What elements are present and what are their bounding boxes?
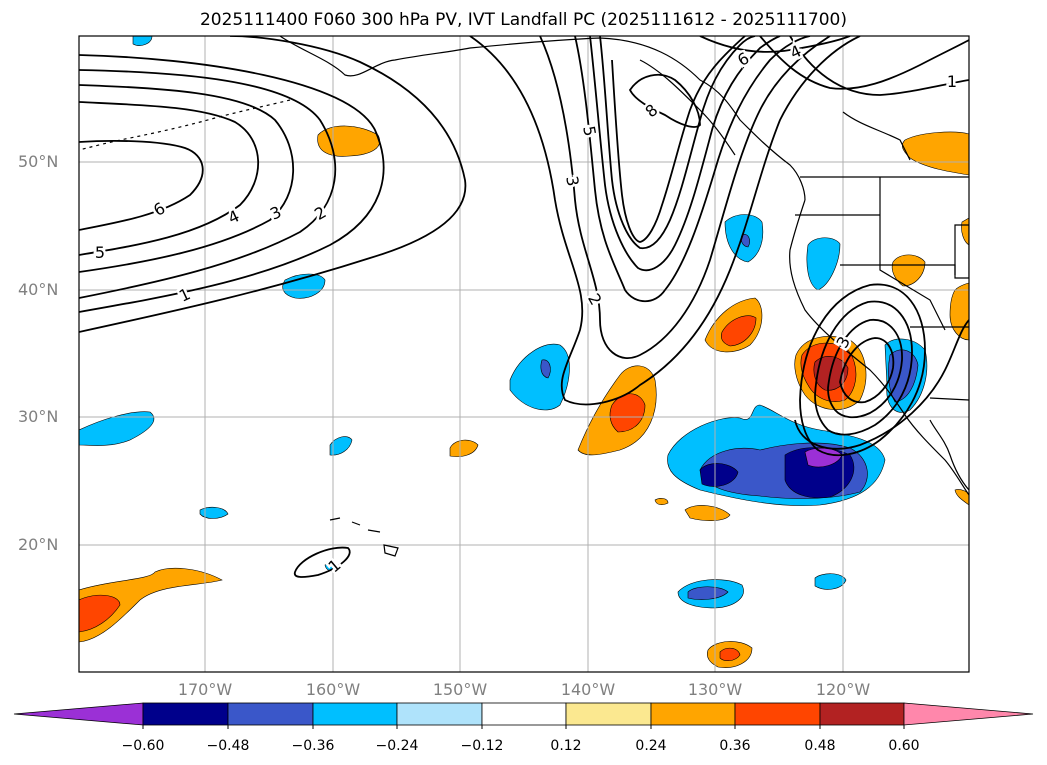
lat-label-30n: 30°N bbox=[18, 407, 59, 426]
coast-us-west bbox=[789, 199, 969, 496]
contour-west-6 bbox=[79, 140, 204, 231]
colorbar-label-pos024: 0.24 bbox=[635, 738, 667, 754]
pv-contours bbox=[79, 36, 969, 578]
coast-aleutians bbox=[79, 99, 291, 151]
colorbar-label-pos060: 0.60 bbox=[888, 738, 920, 754]
border-states-5 bbox=[954, 224, 969, 279]
colorbar-bin-9 bbox=[819, 702, 905, 726]
colorbar bbox=[13, 702, 1034, 729]
contour-west-3 bbox=[79, 69, 337, 299]
blob-neg-121w bbox=[814, 573, 847, 590]
blob-neg-main-core2 bbox=[699, 463, 739, 487]
blob-neg-167w bbox=[199, 506, 229, 519]
contour-west-4 bbox=[79, 84, 295, 273]
contour-trough-2 bbox=[539, 36, 831, 359]
contour-low-band bbox=[794, 319, 969, 450]
contour-hawaii-1 bbox=[293, 546, 351, 578]
contour-low-2 bbox=[814, 300, 913, 436]
colorbar-bin-3 bbox=[312, 702, 398, 726]
colorbar-label-neg024: −0.24 bbox=[375, 738, 419, 754]
contour-trough-outer bbox=[469, 36, 861, 406]
contour-trough-3 bbox=[574, 36, 811, 303]
lat-label-50n: 50°N bbox=[18, 152, 59, 171]
border-states-4 bbox=[929, 397, 969, 401]
blob-pos-baja bbox=[954, 489, 969, 506]
colorbar-bin-4 bbox=[396, 702, 483, 726]
blob-neg-143w-core bbox=[540, 359, 551, 379]
contour-west-2 bbox=[79, 54, 385, 313]
blob-pos-128w-core bbox=[720, 315, 757, 347]
blob-neg-130w15-core bbox=[687, 586, 729, 600]
colorbar-label-neg012: −0.12 bbox=[460, 738, 504, 754]
colorbar-bin-8 bbox=[734, 702, 821, 726]
colorbar-bin-7 bbox=[650, 702, 736, 726]
lon-label-160w: 160°W bbox=[305, 680, 361, 699]
contour-ridge-6 bbox=[699, 36, 851, 53]
contour-ridge-8 bbox=[628, 73, 701, 128]
coast-baja-gulf bbox=[929, 419, 969, 491]
lon-label-140w: 140°W bbox=[560, 680, 616, 699]
colorbar-extend-high bbox=[903, 702, 1034, 726]
negative-anomaly-blobs bbox=[79, 36, 928, 609]
blob-pos-128w22 bbox=[684, 505, 731, 521]
contour-low-4 bbox=[839, 337, 895, 404]
colorbar-bin-5 bbox=[481, 702, 567, 726]
colorbar-label-pos048: 0.48 bbox=[804, 738, 836, 754]
colorbar-label-pos012: 0.12 bbox=[550, 738, 582, 754]
contour-ridge-1 bbox=[789, 36, 969, 96]
lon-label-130w: 130°W bbox=[687, 680, 743, 699]
blob-neg-inland bbox=[806, 237, 841, 291]
map-title: 2025111400 F060 300 hPa PV, IVT Landfall… bbox=[199, 10, 847, 30]
contour-trough-6 bbox=[611, 36, 746, 243]
colorbar-label-neg048: −0.48 bbox=[206, 738, 250, 754]
border-bc-alberta bbox=[842, 111, 911, 161]
colorbar-bin-2 bbox=[227, 702, 314, 726]
colorbar-bin-1 bbox=[142, 702, 229, 726]
contour-label-group: 6 5 4 3 2 1 5 3 2 8 6 4 1 3 1 bbox=[92, 39, 959, 579]
contour-west-1 bbox=[79, 36, 467, 333]
border-states-1 bbox=[879, 177, 946, 331]
contour-trough-5 bbox=[599, 36, 756, 250]
positive-anomaly-blobs bbox=[79, 125, 969, 668]
blob-pos-137w-core bbox=[609, 393, 646, 433]
contour-low-3 bbox=[827, 319, 903, 419]
blob-pos-w15-core bbox=[79, 594, 121, 633]
hawaii-islands bbox=[329, 517, 399, 557]
contour-west-5 bbox=[79, 101, 260, 256]
map-frame bbox=[78, 35, 970, 673]
contour-label-west-5: 5 bbox=[95, 243, 105, 262]
colorbar-label-neg060: −0.60 bbox=[121, 738, 165, 754]
lon-label-150w: 150°W bbox=[432, 680, 488, 699]
colorbar-extend-low bbox=[13, 702, 144, 726]
contour-ridge-4 bbox=[759, 36, 969, 90]
graticule bbox=[79, 36, 969, 672]
lon-label-120w: 120°W bbox=[815, 680, 871, 699]
blob-pos-151w bbox=[449, 439, 479, 457]
colorbar-label-pos036: 0.36 bbox=[719, 738, 751, 754]
lon-label-170w: 170°W bbox=[177, 680, 233, 699]
blob-pos-coast-ne bbox=[901, 131, 969, 176]
blob-pos-east-40n bbox=[891, 254, 926, 287]
contour-trough-4 bbox=[589, 36, 781, 272]
blob-pos-135w22 bbox=[654, 498, 669, 505]
colorbar-bin-6 bbox=[565, 702, 652, 726]
blob-pos-129w11-core bbox=[719, 647, 741, 661]
lat-label-40n: 40°N bbox=[18, 280, 59, 299]
lat-label-20n: 20°N bbox=[18, 535, 59, 554]
contour-low-outer bbox=[799, 283, 926, 457]
colorbar-label-neg036: −0.36 bbox=[291, 738, 335, 754]
blob-pos-w15 bbox=[79, 567, 223, 643]
blob-neg-158w bbox=[329, 436, 353, 456]
blob-neg-143w bbox=[509, 343, 570, 411]
contour-label-ridge-1: 1 bbox=[947, 72, 957, 91]
